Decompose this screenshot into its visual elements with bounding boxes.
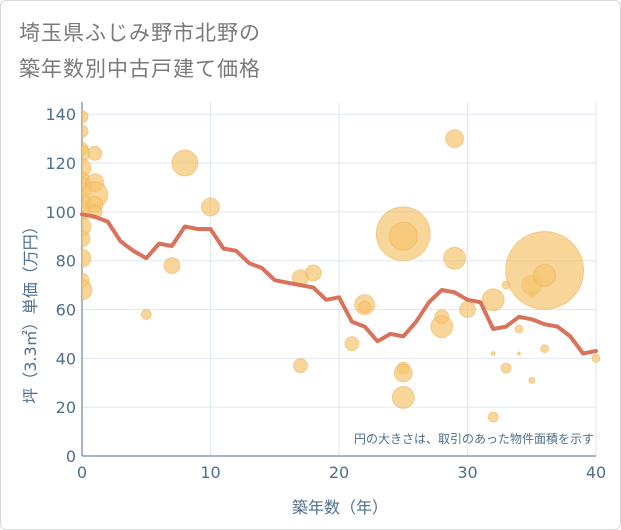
y-axis-label: 坪（3.3㎡）単価（万円） bbox=[21, 218, 40, 403]
data-point-bubble bbox=[533, 263, 557, 287]
size-note: 円の大きさは、取引のあった物件面積を示す bbox=[354, 431, 594, 446]
y-tick-label: 20 bbox=[56, 398, 76, 417]
y-tick-label: 100 bbox=[45, 203, 76, 222]
data-point-bubble bbox=[443, 246, 467, 270]
x-axis-label: 築年数（年） bbox=[292, 498, 388, 517]
data-point-bubble bbox=[87, 145, 103, 161]
data-point-bubble bbox=[82, 124, 89, 138]
data-point-bubble bbox=[514, 324, 524, 334]
chart-title-line-1: 埼玉県ふじみ野市北野の bbox=[19, 21, 261, 45]
data-point-bubble bbox=[82, 279, 93, 301]
y-tick-label: 40 bbox=[56, 349, 76, 368]
x-tick-label: 40 bbox=[586, 463, 606, 482]
y-tick-label: 140 bbox=[45, 105, 76, 124]
y-tick-label: 120 bbox=[45, 154, 76, 173]
y-tick-label: 0 bbox=[66, 447, 76, 466]
data-point-bubble bbox=[163, 257, 181, 275]
data-point-bubble bbox=[490, 350, 496, 356]
data-point-bubble bbox=[481, 288, 505, 312]
data-point-bubble bbox=[445, 129, 465, 149]
data-point-bubble bbox=[82, 230, 91, 248]
data-point-bubble bbox=[358, 300, 372, 314]
data-point-bubble bbox=[391, 385, 415, 409]
trend-line bbox=[80, 212, 598, 356]
data-point-bubble bbox=[430, 315, 454, 339]
x-tick-label: 0 bbox=[77, 463, 87, 482]
x-tick-label: 10 bbox=[200, 463, 220, 482]
data-point-bubble bbox=[140, 308, 152, 320]
data-point-bubble bbox=[344, 336, 360, 352]
data-point-bubble bbox=[388, 221, 418, 251]
data-point-bubble bbox=[201, 197, 220, 217]
data-point-bubble bbox=[82, 110, 89, 124]
bubble-series bbox=[82, 110, 601, 423]
data-point-bubble bbox=[393, 363, 413, 383]
chart-title-line-2: 築年数別中古戸建て価格 bbox=[19, 57, 261, 81]
y-tick-label: 80 bbox=[56, 252, 76, 271]
y-tick-label: 60 bbox=[56, 301, 76, 320]
data-point-bubble bbox=[292, 358, 308, 374]
data-point-bubble bbox=[528, 376, 536, 384]
chart-title: 埼玉県ふじみ野市北野の 築年数別中古戸建て価格 bbox=[19, 15, 261, 87]
data-point-bubble bbox=[171, 149, 199, 177]
data-point-bubble bbox=[459, 301, 476, 319]
data-point-bubble bbox=[82, 248, 92, 268]
data-point-bubble bbox=[516, 351, 521, 356]
tick-labels: 0 20 40 60 80 100 120 140 0 10 20 30 40 bbox=[45, 105, 606, 482]
data-point-bubble bbox=[540, 344, 550, 354]
x-tick-label: 20 bbox=[329, 463, 349, 482]
x-tick-label: 30 bbox=[457, 463, 477, 482]
data-point-bubble bbox=[591, 353, 601, 363]
data-point-bubble bbox=[487, 411, 499, 423]
trend-line-series bbox=[80, 212, 598, 356]
data-point-bubble bbox=[304, 264, 322, 282]
data-point-bubble bbox=[500, 362, 512, 374]
